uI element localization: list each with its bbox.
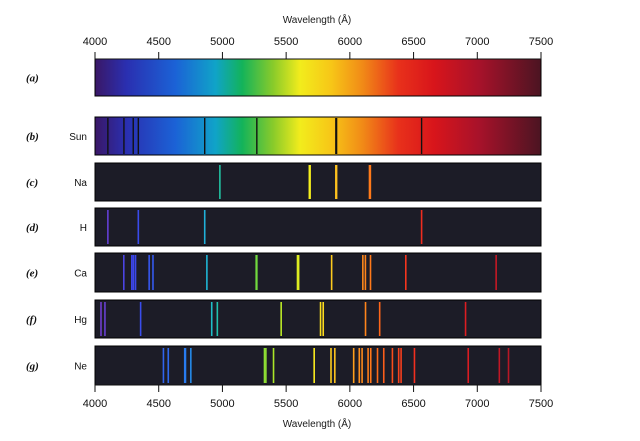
row-letter: (d) — [26, 222, 39, 234]
bottom-tick-label: 6000 — [338, 398, 362, 410]
bottom-tick-label: 7000 — [465, 398, 489, 410]
spectra-rows — [94, 58, 542, 386]
row-letter: (g) — [26, 361, 39, 373]
row-element-label: Ne — [74, 362, 87, 373]
row-letter: (c) — [26, 177, 38, 189]
bottom-tick-label: 5000 — [210, 398, 234, 410]
top-tick-label: 5000 — [210, 36, 234, 48]
axis-tick-marks — [94, 52, 542, 392]
top-tick-label: 6500 — [401, 36, 425, 48]
row-element-label: H — [80, 223, 87, 234]
spectrum-row-6 — [94, 299, 542, 339]
row-letter: (e) — [26, 268, 38, 280]
spectrum-row-5 — [94, 252, 542, 293]
top-tick-label: 5500 — [274, 36, 298, 48]
emission-spectrum-band — [94, 252, 542, 293]
emission-spectrum-band — [94, 207, 542, 247]
emission-spectrum-band — [94, 162, 542, 202]
spectrum-row-3 — [94, 162, 542, 202]
spectrum-row-7 — [94, 345, 542, 386]
emission-spectrum-band — [94, 299, 542, 339]
emission-spectrum-band — [94, 345, 542, 386]
bottom-tick-label: 5500 — [274, 398, 298, 410]
spectrum-row-4 — [94, 207, 542, 247]
row-letters: (a) (b) (c) (d) (e) (f) (g) — [26, 73, 39, 373]
row-letter: (b) — [26, 131, 39, 143]
top-tick-label: 4000 — [83, 36, 107, 48]
top-axis-title: Wavelength (Å) — [283, 13, 352, 26]
row-element-label: Hg — [74, 315, 87, 326]
top-tick-labels: 4000 4500 5000 5500 6000 6500 7000 7500 — [83, 36, 553, 48]
bottom-tick-label: 6500 — [401, 398, 425, 410]
bottom-tick-label: 7500 — [529, 398, 553, 410]
top-tick-label: 4500 — [146, 36, 170, 48]
row-element-label: Na — [74, 178, 87, 189]
top-tick-label: 7500 — [529, 36, 553, 48]
row-letter: (a) — [26, 73, 39, 85]
top-tick-label: 6000 — [338, 36, 362, 48]
row-element-label: Ca — [74, 269, 87, 280]
bottom-tick-label: 4500 — [146, 398, 170, 410]
bottom-axis-title: Wavelength (Å) — [283, 417, 352, 430]
row-element-labels: Sun Na H Ca Hg Ne — [69, 132, 87, 373]
spectrum-row-1 — [94, 58, 542, 97]
top-tick-label: 7000 — [465, 36, 489, 48]
continuous-spectrum-band — [94, 116, 542, 156]
spectrum-row-2 — [94, 116, 542, 156]
bottom-tick-label: 4000 — [83, 398, 107, 410]
row-element-label: Sun — [69, 132, 87, 143]
row-letter: (f) — [26, 314, 37, 326]
continuous-spectrum-band — [94, 58, 542, 97]
bottom-tick-labels: 4000 4500 5000 5500 6000 6500 7000 7500 — [83, 398, 553, 410]
